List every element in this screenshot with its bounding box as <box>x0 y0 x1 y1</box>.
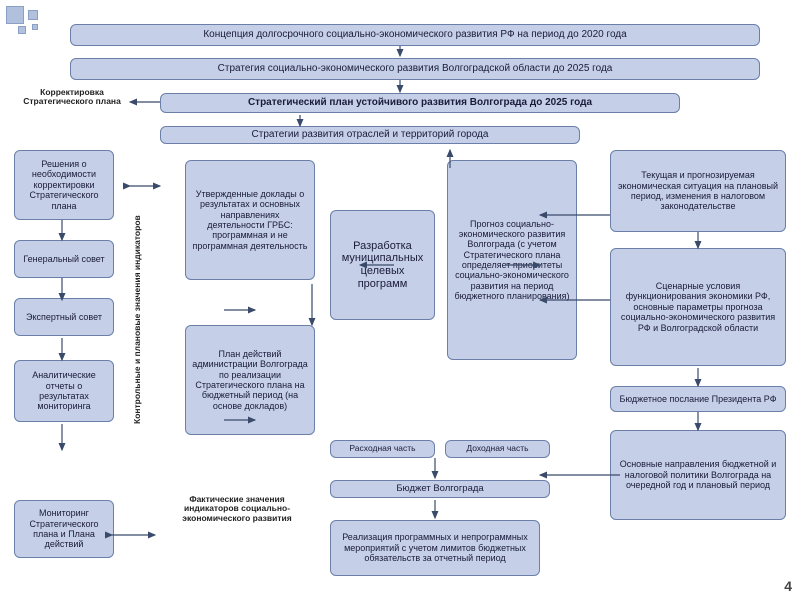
box-decisions: Решения о необходимости корректировки Ст… <box>14 150 114 220</box>
label-indicators-vertical: Контрольные и плановые значения индикато… <box>132 200 142 440</box>
box-president-message: Бюджетное послание Президента РФ <box>610 386 786 412</box>
header-concept: Концепция долгосрочного социально-эконом… <box>70 24 760 46</box>
header-sector-strategies: Стратегии развития отраслей и территорий… <box>160 126 580 144</box>
box-monitoring: Мониторинг Стратегического плана и Плана… <box>14 500 114 558</box>
box-implementation: Реализация программных и непрограммных м… <box>330 520 540 576</box>
box-scenario: Сценарные условия функционирования эконо… <box>610 248 786 366</box>
label-correction: Корректировка Стратегического плана <box>12 88 132 107</box>
header-strategy-region: Стратегия социально-экономического разви… <box>70 58 760 80</box>
box-budget-policy: Основные направления бюджетной и налогов… <box>610 430 786 520</box>
box-forecast: Прогноз социально-экономического развити… <box>447 160 577 360</box>
label-budget: Бюджет Волгограда <box>330 480 550 498</box>
header-strategic-plan: Стратегический план устойчивого развития… <box>160 93 680 113</box>
box-general-council: Генеральный совет <box>14 240 114 278</box>
page-number: 4 <box>784 578 792 594</box>
box-econ-situation: Текущая и прогнозируемая экономическая с… <box>610 150 786 232</box>
decorative-corner <box>6 6 58 38</box>
label-rashod: Расходная часть <box>330 440 435 458</box>
label-fact-indicators: Фактические значения индикаторов социаль… <box>172 495 302 523</box>
box-action-plan: План действий администрации Волгограда п… <box>185 325 315 435</box>
box-approved-reports: Утвержденные доклады о результатах и осн… <box>185 160 315 280</box>
label-dohod: Доходная часть <box>445 440 550 458</box>
box-analytical-reports: Аналитические отчеты о результатах монит… <box>14 360 114 422</box>
box-target-programs: Разработка муниципальных целевых програм… <box>330 210 435 320</box>
box-expert-council: Экспертный совет <box>14 298 114 336</box>
